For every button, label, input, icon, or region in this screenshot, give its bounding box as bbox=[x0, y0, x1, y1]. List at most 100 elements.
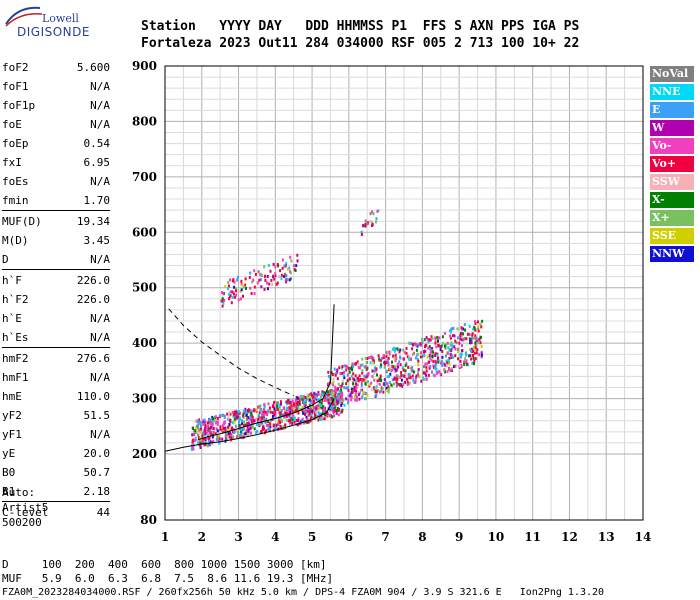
echo-point bbox=[454, 364, 457, 368]
echo-point bbox=[199, 430, 202, 434]
echo-point bbox=[320, 417, 323, 421]
echo-point bbox=[437, 339, 439, 343]
echo-point bbox=[370, 355, 373, 359]
echo-point bbox=[386, 382, 389, 386]
param-value: N/A bbox=[90, 118, 110, 131]
echo-point bbox=[235, 293, 238, 297]
echo-point bbox=[425, 336, 428, 340]
echo-point bbox=[459, 334, 462, 337]
echo-point bbox=[338, 397, 341, 401]
echo-point bbox=[395, 384, 398, 388]
echo-point bbox=[313, 397, 316, 401]
echo-point bbox=[462, 338, 465, 342]
echo-point bbox=[197, 421, 200, 424]
y-tick-label: 400 bbox=[132, 336, 157, 350]
echo-point bbox=[432, 360, 435, 364]
echo-point bbox=[441, 350, 444, 353]
echo-point bbox=[409, 376, 412, 380]
echo-point bbox=[385, 387, 388, 390]
echo-point bbox=[454, 347, 457, 351]
echo-point bbox=[469, 341, 472, 345]
echo-point bbox=[347, 398, 350, 402]
echo-point bbox=[281, 258, 284, 262]
echo-point bbox=[329, 398, 332, 402]
echo-point bbox=[402, 382, 405, 386]
echo-point bbox=[279, 400, 282, 404]
echo-point bbox=[341, 382, 344, 385]
echo-point bbox=[288, 415, 291, 419]
echo-point bbox=[448, 362, 451, 366]
echo-point bbox=[427, 373, 430, 377]
echo-point bbox=[343, 386, 346, 390]
echo-point bbox=[340, 395, 343, 399]
echo-point bbox=[340, 403, 343, 407]
echo-point bbox=[437, 356, 440, 360]
echo-point bbox=[242, 427, 245, 431]
echo-point bbox=[474, 357, 477, 361]
echo-point bbox=[333, 391, 336, 394]
echo-point bbox=[287, 398, 290, 402]
echo-point bbox=[461, 344, 463, 348]
echo-point bbox=[474, 345, 477, 349]
echo-point bbox=[350, 398, 353, 402]
echo-point bbox=[374, 366, 376, 370]
echo-point bbox=[434, 352, 437, 356]
param-row: foEs N/A bbox=[2, 172, 110, 191]
echo-point bbox=[207, 424, 210, 428]
echo-point bbox=[343, 364, 346, 368]
param-row: fmin 1.70 bbox=[2, 191, 110, 210]
echo-point bbox=[362, 378, 365, 382]
echo-point bbox=[417, 343, 420, 347]
param-row: yF2 51.5 bbox=[2, 406, 110, 425]
echo-point bbox=[279, 425, 282, 428]
echo-point bbox=[430, 350, 433, 354]
echo-point bbox=[293, 407, 296, 411]
echo-point bbox=[424, 362, 427, 366]
echo-point bbox=[371, 210, 374, 214]
echo-point bbox=[345, 368, 348, 372]
echo-point bbox=[221, 291, 223, 295]
echo-point bbox=[323, 407, 326, 411]
echo-point bbox=[394, 353, 397, 357]
echo-point bbox=[253, 408, 255, 412]
echo-point bbox=[223, 422, 226, 426]
echo-point bbox=[466, 332, 469, 336]
echo-point bbox=[240, 279, 243, 283]
echo-point bbox=[202, 431, 205, 435]
param-row: foEp 0.54 bbox=[2, 134, 110, 153]
legend: NoVal NNE E W Vo- Vo+ SSW X- X+ SSE NNW bbox=[650, 66, 694, 264]
echo-point bbox=[364, 382, 367, 386]
echo-point bbox=[444, 370, 446, 374]
echo-point bbox=[358, 397, 361, 401]
echo-point bbox=[350, 387, 353, 391]
echo-point bbox=[343, 403, 346, 407]
param-name: h`F2 bbox=[2, 293, 29, 306]
echo-point bbox=[320, 395, 322, 399]
x-tick-label: 9 bbox=[455, 530, 463, 544]
echo-point bbox=[462, 332, 464, 336]
echo-point bbox=[384, 383, 387, 387]
echo-point bbox=[283, 264, 286, 268]
echo-point bbox=[327, 370, 330, 374]
echo-point bbox=[314, 406, 317, 410]
param-row: D N/A bbox=[2, 250, 110, 269]
echo-point bbox=[416, 357, 419, 361]
echo-point bbox=[399, 363, 402, 367]
echo-point bbox=[364, 219, 367, 223]
echo-point bbox=[273, 403, 276, 407]
echo-point bbox=[410, 369, 413, 373]
param-name: C-level bbox=[2, 506, 49, 519]
echo-point bbox=[204, 426, 207, 430]
echo-point bbox=[315, 394, 318, 398]
param-row: hmF2 276.6 bbox=[2, 349, 110, 368]
echo-point bbox=[336, 368, 339, 372]
echo-point bbox=[268, 282, 271, 286]
echo-point bbox=[380, 379, 383, 383]
echo-point bbox=[453, 345, 456, 349]
echo-point bbox=[462, 327, 465, 331]
echo-point bbox=[361, 363, 364, 367]
echo-point bbox=[298, 398, 301, 402]
echo-point bbox=[471, 336, 474, 340]
param-name: hmF1 bbox=[2, 371, 29, 384]
echo-point bbox=[202, 439, 204, 443]
